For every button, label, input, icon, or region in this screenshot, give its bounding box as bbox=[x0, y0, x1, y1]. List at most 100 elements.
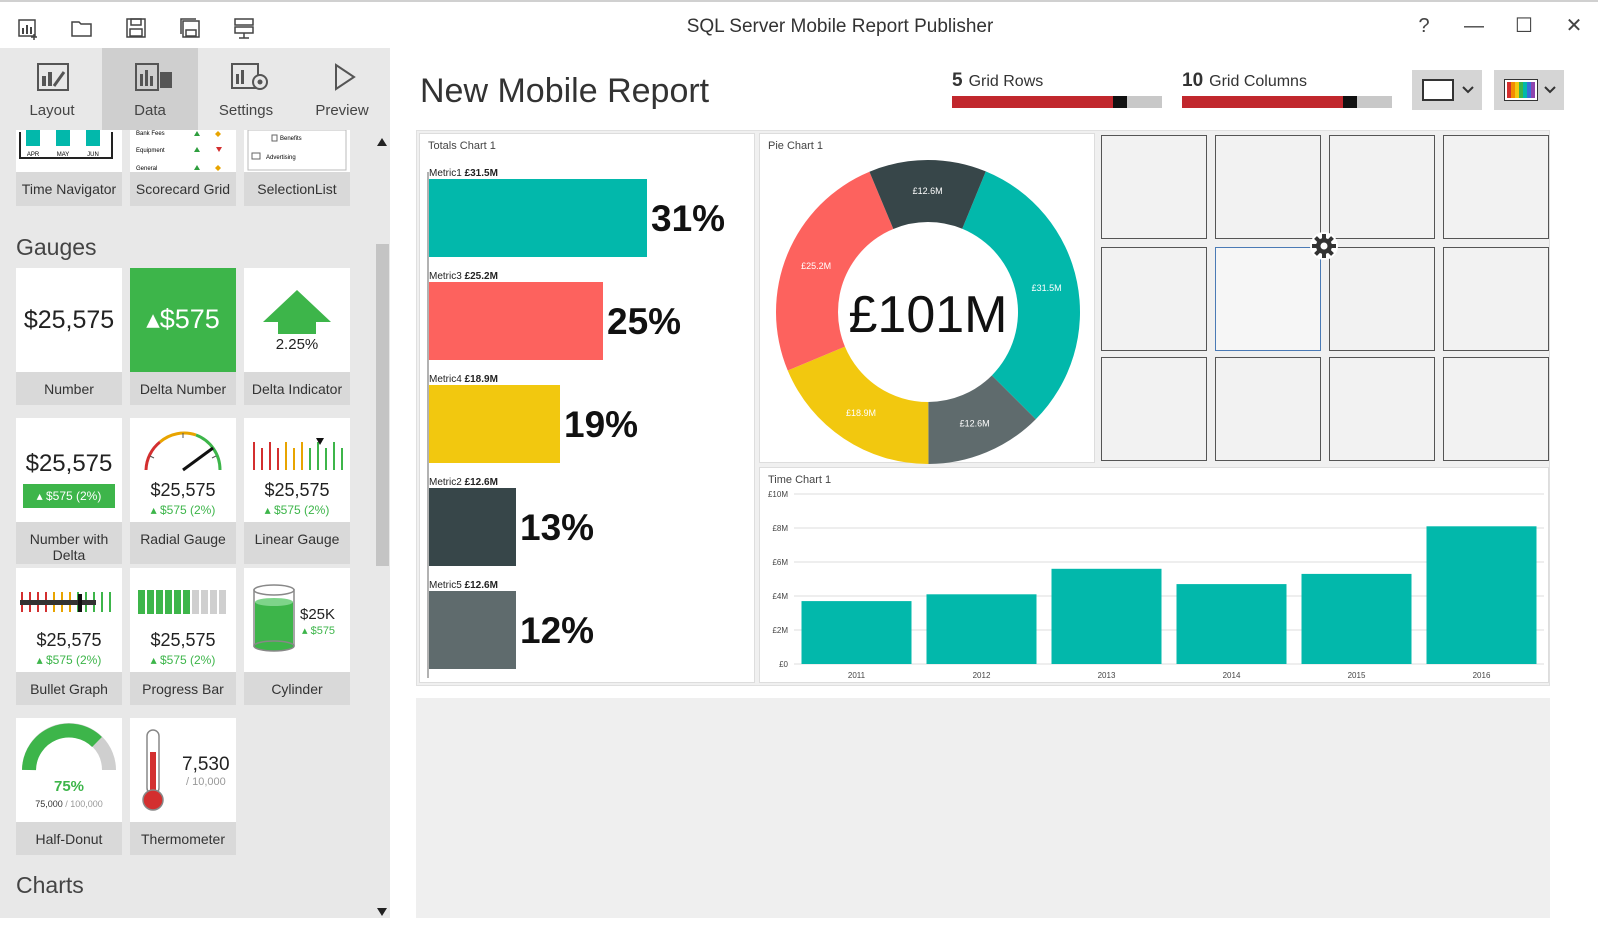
grid-cell[interactable] bbox=[1329, 135, 1435, 239]
time-y-tick: £6M bbox=[772, 558, 788, 567]
scroll-down-icon[interactable] bbox=[377, 908, 387, 916]
grid-columns-slider-fill bbox=[1182, 96, 1350, 108]
palette-scrollbar[interactable] bbox=[374, 130, 390, 944]
time-chart-panel[interactable]: Time Chart 1 £0 £2M £4M £6M £8M £10M 2011 2012 2… bbox=[759, 467, 1549, 683]
tab-settings-label: Settings bbox=[218, 102, 274, 119]
time-y-tick: £0 bbox=[779, 660, 788, 669]
grid-cell[interactable] bbox=[1329, 357, 1435, 461]
delta-number-tile[interactable]: ▴$575 bbox=[130, 268, 236, 372]
close-button[interactable]: ✕ bbox=[1565, 15, 1583, 37]
totals-bar[interactable] bbox=[429, 591, 516, 669]
pie-chart: £31.5M £12.6M £18.9M £25.2M £12.6M £101M bbox=[776, 160, 1080, 464]
time-bar[interactable] bbox=[801, 601, 912, 664]
progress-bar-tile[interactable]: $25,575 ▴ $575 (2%) bbox=[130, 568, 236, 672]
half-donut-value: 75% bbox=[53, 778, 85, 795]
half-donut-tile[interactable]: 75% 75,000 / 100,000 bbox=[16, 718, 122, 822]
help-button[interactable]: ? bbox=[1418, 15, 1430, 37]
minimize-button[interactable]: — bbox=[1464, 15, 1484, 37]
time-chart: £0 £2M £4M £6M £8M £10M 2011 2012 2013 2014 2015 20… bbox=[768, 490, 1544, 680]
tab-layout[interactable]: Layout bbox=[4, 48, 100, 130]
selection-list-preview: Benefits Advertising bbox=[247, 130, 347, 171]
time-bar[interactable] bbox=[1301, 573, 1412, 664]
number-with-delta-tile[interactable]: $25,575 ▴ $575 (2%) bbox=[16, 418, 122, 522]
time-y-tick: £2M bbox=[772, 626, 788, 635]
number-gauge-tile[interactable]: $25,575 bbox=[16, 268, 122, 372]
app-title: SQL Server Mobile Report Publisher bbox=[686, 16, 994, 37]
cylinder-tile[interactable]: $25K ▴ $575 bbox=[244, 568, 350, 672]
tab-data[interactable]: Data bbox=[102, 48, 198, 130]
time-y-tick: £4M bbox=[772, 592, 788, 601]
totals-chart-panel[interactable]: Totals Chart 1 Metric1 £31.5M 31% Metric3 … bbox=[419, 133, 755, 683]
time-bar[interactable] bbox=[1426, 526, 1537, 664]
design-grid: Totals Chart 1 Metric1 £31.5M 31% Metric3 … bbox=[416, 130, 1550, 686]
time-bar[interactable] bbox=[1176, 584, 1287, 664]
grid-rows-slider-knob[interactable] bbox=[1113, 96, 1127, 108]
time-bar[interactable] bbox=[1051, 568, 1162, 664]
pie-chart-panel[interactable]: Pie Chart 1 £31.5M £12.6M £18.9M £25.2M £12.… bbox=[759, 133, 1095, 464]
delta-indicator-tile[interactable]: 2.25% bbox=[244, 268, 350, 372]
grid-cell[interactable] bbox=[1443, 247, 1549, 351]
grid-cell[interactable] bbox=[1215, 135, 1321, 239]
grid-cell[interactable] bbox=[1215, 357, 1321, 461]
time-navigator-preview: APR MAY JUN bbox=[19, 130, 113, 159]
grid-rows-slider[interactable] bbox=[952, 96, 1162, 108]
grid-cell[interactable] bbox=[1329, 247, 1435, 351]
color-palette-dropdown[interactable] bbox=[1494, 70, 1564, 110]
grid-cell[interactable] bbox=[1101, 247, 1207, 351]
grid-columns-slider[interactable] bbox=[1182, 96, 1392, 108]
totals-bar[interactable] bbox=[429, 282, 603, 360]
totals-bar-percent: 13% bbox=[520, 507, 594, 548]
save-icon[interactable] bbox=[124, 16, 148, 40]
totals-bar-percent: 12% bbox=[520, 610, 594, 651]
pie-slice[interactable] bbox=[776, 171, 894, 371]
pie-slice[interactable] bbox=[869, 160, 986, 229]
scroll-up-icon[interactable] bbox=[377, 138, 387, 146]
grid-cell[interactable] bbox=[1101, 135, 1207, 239]
grid-cell[interactable] bbox=[1443, 135, 1549, 239]
cylinder-caption: Cylinder bbox=[244, 672, 350, 705]
data-icon bbox=[135, 63, 172, 91]
open-folder-icon[interactable] bbox=[70, 16, 94, 40]
radial-gauge-tile[interactable]: $25,575 ▴ $575 (2%) bbox=[130, 418, 236, 522]
time-bar[interactable] bbox=[926, 594, 1037, 664]
thermometer-tile[interactable]: 7,530 / 10,000 bbox=[130, 718, 236, 822]
gear-icon[interactable] bbox=[1309, 231, 1339, 261]
publish-server-icon[interactable] bbox=[232, 16, 256, 40]
linear-gauge-tile[interactable]: $25,575 ▴ $575 (2%) bbox=[244, 418, 350, 522]
grid-cell-selected[interactable] bbox=[1215, 247, 1321, 351]
pie-slice[interactable] bbox=[787, 346, 929, 464]
totals-bar[interactable] bbox=[429, 488, 516, 566]
totals-bar-label: Metric1 £31.5M bbox=[429, 168, 498, 179]
new-report-icon[interactable] bbox=[16, 16, 40, 40]
bottom-strip bbox=[0, 918, 1598, 944]
radial-gauge-icon bbox=[144, 431, 222, 472]
delta-indicator-value: 2.25% bbox=[275, 336, 319, 353]
save-as-icon[interactable] bbox=[178, 16, 202, 40]
bullet-graph-caption: Bullet Graph bbox=[16, 672, 122, 705]
scrollbar-thumb[interactable] bbox=[376, 244, 389, 566]
layout-shape-dropdown[interactable] bbox=[1412, 70, 1482, 110]
scorecard-grid-tile[interactable]: Bank Fees Equipment General bbox=[130, 130, 236, 172]
tab-preview[interactable]: Preview bbox=[294, 48, 390, 130]
totals-bar-percent: 31% bbox=[651, 198, 725, 239]
tn-month-0: APR bbox=[27, 152, 40, 158]
pie-slice[interactable] bbox=[962, 171, 1080, 420]
delta-indicator-caption: Delta Indicator bbox=[244, 372, 350, 405]
report-title[interactable]: New Mobile Report bbox=[420, 72, 710, 110]
linear-gauge-icon bbox=[253, 438, 343, 470]
totals-bar[interactable] bbox=[429, 179, 647, 257]
grid-cell[interactable] bbox=[1443, 357, 1549, 461]
grid-columns-slider-knob[interactable] bbox=[1343, 96, 1357, 108]
half-donut-icon bbox=[22, 723, 116, 771]
half-donut-sub: 75,000 / 100,000 bbox=[16, 799, 122, 809]
empty-canvas-area bbox=[416, 698, 1550, 918]
selection-list-tile[interactable]: Benefits Advertising bbox=[244, 130, 350, 172]
grid-cell[interactable] bbox=[1101, 357, 1207, 461]
totals-bar[interactable] bbox=[429, 385, 560, 463]
pie-slice[interactable] bbox=[928, 375, 1036, 464]
bullet-graph-tile[interactable]: $25,575 ▴ $575 (2%) bbox=[16, 568, 122, 672]
time-navigator-tile[interactable]: APR MAY JUN bbox=[16, 130, 122, 172]
maximize-button[interactable]: ☐ bbox=[1515, 15, 1533, 37]
tab-settings[interactable]: Settings bbox=[198, 48, 294, 130]
number-gauge-caption: Number bbox=[16, 372, 122, 405]
